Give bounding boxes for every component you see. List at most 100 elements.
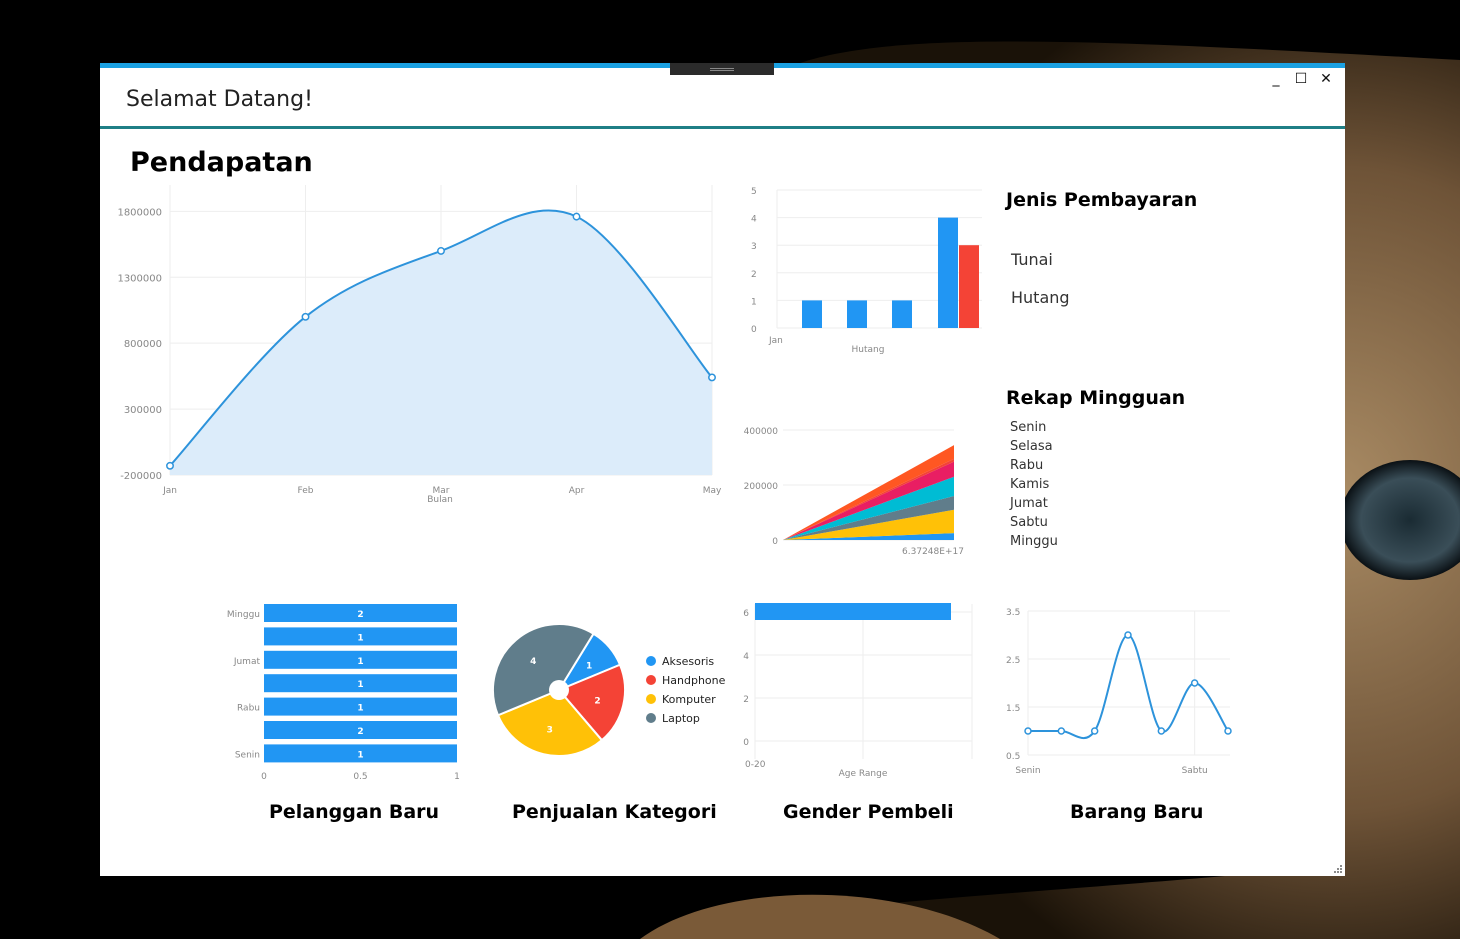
- data-point: [1224, 727, 1232, 735]
- series-line: [1028, 633, 1229, 740]
- pelanggan-baru-bar-chart: 2 Minggu 1 1 Jumat 1 1 Rabu 2 1 Senin 0 0.5 1: [227, 604, 460, 782]
- slice-value-label: 1: [586, 661, 592, 671]
- slice-value-label: 3: [547, 726, 553, 736]
- y-tick-label: 0: [772, 537, 778, 547]
- bar: [264, 627, 457, 646]
- bar-value-label: 1: [357, 704, 363, 714]
- app-window: Selamat Datang! _ ☐ ✕ Pendapatan Jenis P…: [100, 63, 1345, 876]
- bar: [264, 697, 457, 716]
- y-tick-label: 400000: [744, 427, 779, 437]
- x-tick-label: 0-20: [745, 760, 766, 770]
- legend-dot: [646, 713, 656, 723]
- x-axis-label: Bulan: [427, 495, 453, 505]
- y-tick-label: 200000: [744, 482, 779, 492]
- y-tick-label: 6: [743, 609, 749, 619]
- rekap-mingguan-stacked-area-chart: 400000 200000 0 6.37248E+17: [744, 427, 964, 557]
- y-tick-label: -200000: [120, 471, 162, 482]
- y-tick-label: 0: [743, 738, 749, 748]
- y-tick-label: Minggu: [227, 610, 260, 620]
- bar: [264, 674, 457, 693]
- y-tick-label: 1.5: [1006, 704, 1020, 714]
- y-tick-label: Senin: [235, 750, 260, 760]
- pie-slice-laptop: [492, 623, 595, 717]
- legend-item-kamis: Kamis: [1010, 477, 1050, 492]
- title-divider: [100, 126, 1345, 129]
- gender-pembeli-heading: Gender Pembeli: [783, 801, 954, 823]
- data-point: [437, 246, 445, 255]
- legend-item-sabtu: Sabtu: [1010, 515, 1048, 530]
- data-point: [301, 312, 310, 321]
- x-tick-label: Sabtu: [1182, 766, 1208, 776]
- rekap-mingguan-heading: Rekap Mingguan: [1006, 387, 1186, 409]
- y-tick-label: Jumat: [233, 657, 261, 667]
- drag-handle[interactable]: [670, 63, 774, 75]
- x-tick-label: 6.37248E+17: [902, 547, 964, 557]
- pie-slice-handphone: [557, 663, 626, 742]
- close-button[interactable]: ✕: [1320, 71, 1332, 87]
- bar-tunai: [938, 217, 958, 328]
- y-tick-label: 3: [751, 242, 757, 252]
- y-tick-label: 2: [743, 695, 749, 705]
- bar-tunai: [847, 300, 867, 328]
- y-tick-label: 1800000: [117, 207, 162, 218]
- bar-hutang: [959, 245, 979, 328]
- y-tick-label: 300000: [124, 405, 162, 416]
- y-tick-label: 1300000: [117, 273, 162, 284]
- x-tick-label: 1: [454, 772, 460, 782]
- legend-dot: [646, 694, 656, 704]
- x-axis-label: Age Range: [839, 769, 888, 779]
- data-point: [572, 212, 581, 221]
- legend-label: Aksesoris: [662, 655, 714, 668]
- legend-item-minggu: Minggu: [1010, 534, 1058, 549]
- drag-handle-line: [710, 70, 734, 71]
- legend-item-rabu: Rabu: [1010, 458, 1044, 473]
- y-tick-label: 4: [751, 215, 757, 225]
- bar-value-label: 1: [357, 657, 363, 667]
- area-minggu: [783, 445, 954, 540]
- barang-baru-line-chart: 3.5 2.5 1.5 0.5 Senin Sabtu: [1006, 608, 1232, 776]
- legend-item-jumat: Jumat: [1010, 496, 1048, 511]
- data-point: [1190, 679, 1199, 687]
- gender-pembeli-bar-chart: 6 4 2 0 0-20 Age Range: [743, 603, 973, 779]
- y-tick-label: 4: [743, 652, 749, 662]
- minimize-button[interactable]: _: [1272, 71, 1280, 87]
- legend-item-tunai: Tunai: [1011, 250, 1053, 269]
- x-tick-label: Feb: [298, 486, 314, 496]
- x-tick-label: Mar: [433, 486, 450, 496]
- data-point: [166, 461, 174, 470]
- pie-hole: [549, 680, 569, 700]
- bar-value-label: 1: [357, 633, 363, 643]
- y-tick-label: 1: [751, 297, 757, 307]
- legend-item-senin: Senin: [1010, 420, 1047, 435]
- window-title: Selamat Datang!: [126, 87, 313, 112]
- legend-item-selasa: Selasa: [1010, 439, 1053, 454]
- y-tick-label: 5: [751, 187, 757, 197]
- data-point: [708, 373, 716, 382]
- maximize-button[interactable]: ☐: [1294, 71, 1308, 87]
- y-tick-label: 3.5: [1006, 608, 1020, 618]
- x-tick-label: Senin: [1015, 766, 1040, 776]
- legend-dot: [646, 675, 656, 685]
- pelanggan-baru-heading: Pelanggan Baru: [269, 801, 440, 823]
- y-tick-label: 0.5: [1006, 752, 1020, 762]
- y-tick-label: 800000: [124, 339, 162, 350]
- x-tick-label: 0: [261, 772, 267, 782]
- x-axis-label: Hutang: [852, 345, 885, 355]
- x-tick-label: Jan: [162, 486, 177, 496]
- data-point: [1124, 631, 1132, 639]
- pie-slice-komputer: [496, 688, 604, 757]
- area-fill: [170, 210, 712, 475]
- penjualan-kategori-pie-chart[interactable]: 1 2 3 4 Aksesoris Handphone Komputer Laptop: [480, 603, 740, 773]
- slice-value-label: 2: [594, 696, 600, 706]
- jenis-pembayaran-heading: Jenis Pembayaran: [1006, 189, 1198, 211]
- x-tick-label: 0.5: [353, 772, 367, 782]
- bar: [264, 650, 457, 669]
- penjualan-kategori-heading: Penjualan Kategori: [512, 801, 717, 823]
- x-tick-label: Apr: [569, 486, 585, 496]
- bar-tunai: [892, 300, 912, 328]
- bar-tunai: [802, 300, 822, 328]
- drag-handle-line: [710, 68, 734, 69]
- legend-label: Handphone: [662, 674, 726, 687]
- resize-grip-icon[interactable]: [1333, 864, 1343, 874]
